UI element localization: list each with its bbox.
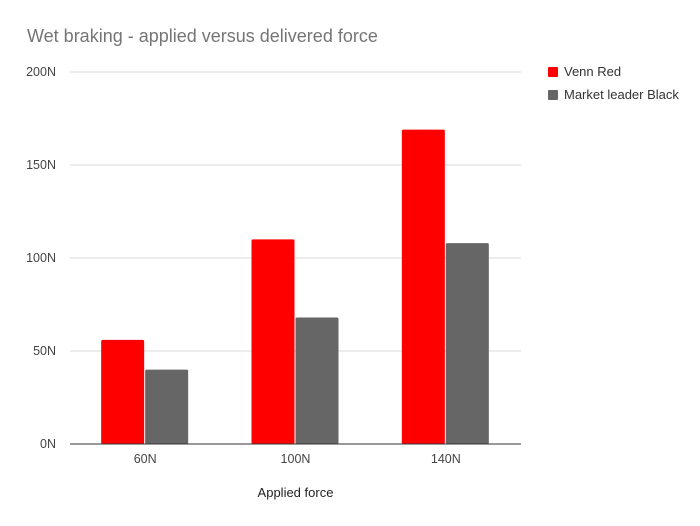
chart-title: Wet braking - applied versus delivered f… bbox=[27, 26, 378, 46]
legend: Venn Red Market leader Black bbox=[548, 64, 679, 102]
bar-venn-red-100n bbox=[251, 239, 295, 444]
y-tick-label: 0N bbox=[40, 437, 56, 451]
bar-market-leader-black-100n bbox=[295, 317, 339, 444]
y-tick-label: 50N bbox=[33, 344, 56, 358]
x-tick-label: 100N bbox=[281, 452, 311, 466]
x-axis-tick-labels: 60N 100N 140N bbox=[134, 452, 461, 466]
legend-swatch bbox=[548, 90, 558, 100]
bar-venn-red-60n bbox=[101, 339, 145, 444]
legend-swatch bbox=[548, 67, 558, 77]
bar-venn-red-140n bbox=[401, 129, 445, 444]
x-tick-label: 60N bbox=[134, 452, 157, 466]
y-tick-label: 200N bbox=[26, 65, 56, 79]
legend-label: Venn Red bbox=[564, 64, 621, 79]
y-axis-tick-labels: 0N 50N 100N 150N 200N bbox=[26, 65, 56, 451]
y-tick-label: 100N bbox=[26, 251, 56, 265]
x-axis-title: Applied force bbox=[258, 485, 334, 500]
y-tick-label: 150N bbox=[26, 158, 56, 172]
bars bbox=[101, 129, 489, 444]
bar-market-leader-black-140n bbox=[445, 243, 489, 444]
bar-market-leader-black-60n bbox=[145, 369, 189, 444]
legend-label: Market leader Black bbox=[564, 87, 679, 102]
x-tick-label: 140N bbox=[431, 452, 461, 466]
